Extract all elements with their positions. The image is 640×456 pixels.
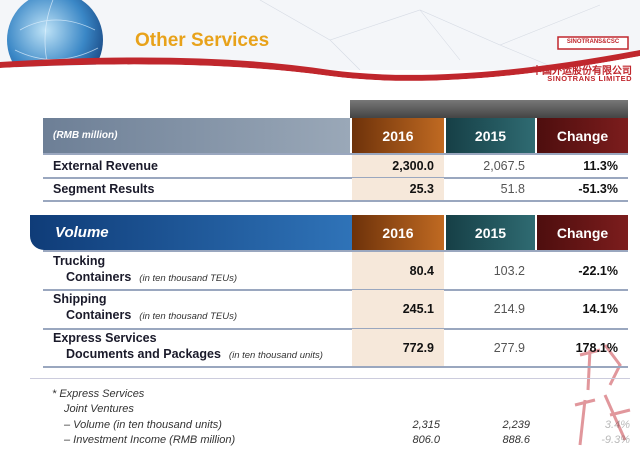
cell-value: 14.1% [582,302,618,316]
top-border [43,153,628,155]
row-separator [43,328,628,330]
cell-value: 245.1 [402,302,434,316]
cell-value: 178.1% [575,340,618,355]
cell-value: 11.3% [583,159,618,173]
highlight-cell [352,290,444,328]
cell-value: 51.8 [500,182,525,196]
highlight-cell [352,329,444,366]
cell-value: 2,067.5 [483,159,525,173]
company-cn: 中国外运股份有限公司 [532,66,632,77]
row-label: External Revenue [53,159,158,173]
footnote-value: -9.3% [601,434,630,446]
watermark [574,344,631,446]
row-separator [43,289,628,291]
footnote-value: 2,239 [502,419,530,431]
item-label: Containers [66,270,132,284]
cell-value: -22.1% [578,263,618,278]
footnote-title: * Express Services [52,388,145,400]
cell-value: 103.2 [493,263,525,278]
footnote-label: – Investment Income (RMB million) [64,434,236,446]
highlight-cell [352,252,444,289]
cell-value: 277.9 [493,340,525,355]
item-label: Containers [66,308,132,322]
table-header-label: (RMB million) [43,118,350,153]
slide-title: Other Services [135,30,270,51]
row-label: Segment Results [53,182,155,196]
item-unit: (in ten thousand units) [228,350,323,361]
row-separator [43,366,628,368]
logo-mark: SINOTRANS&CSC [566,39,620,45]
column-header: 2015 [446,215,535,250]
footnote-label: – Volume (in ten thousand units) [64,419,222,431]
footnote-divider [30,378,630,379]
footnote-value: 806.0 [412,434,440,446]
column-header: 2015 [446,118,535,153]
row-category: Shipping [53,292,107,306]
footnote-value: 2,315 [412,419,440,431]
footnote-subtitle: Joint Ventures [64,403,134,415]
row-item: Containers (in ten thousand TEUs) [66,270,350,286]
cell-value: -51.3% [578,182,618,196]
item-unit: (in ten thousand TEUs) [139,311,237,322]
row-category: Express Services [53,331,157,345]
column-header: Change [537,215,628,250]
header-bar [350,100,628,118]
cell-value: 25.3 [409,182,434,196]
cell-value: 772.9 [402,340,434,355]
row-separator [43,200,628,202]
item-unit: (in ten thousand TEUs) [139,273,237,284]
row-item: Containers (in ten thousand TEUs) [66,308,350,324]
cell-value: 80.4 [409,263,434,278]
highlight-cell [352,155,444,177]
item-label: Documents and Packages [66,347,221,361]
column-header: Change [537,118,628,153]
footnote-value: 888.6 [502,434,530,446]
cell-value: 214.9 [493,302,525,316]
company-en: SINOTRANS LIMITED [547,74,632,83]
row-item: Documents and Packages (in ten thousand u… [66,347,350,363]
cell-value: 2,300.0 [392,159,434,173]
row-category: Trucking [53,254,106,268]
column-header: 2016 [352,118,444,153]
top-border [43,250,628,252]
column-header: 2016 [352,215,444,250]
row-separator [43,177,628,179]
volume-banner: Volume [30,215,352,250]
footnote-value: 3.4% [604,419,630,431]
header-decoration [0,0,640,100]
highlight-cell [352,178,444,200]
